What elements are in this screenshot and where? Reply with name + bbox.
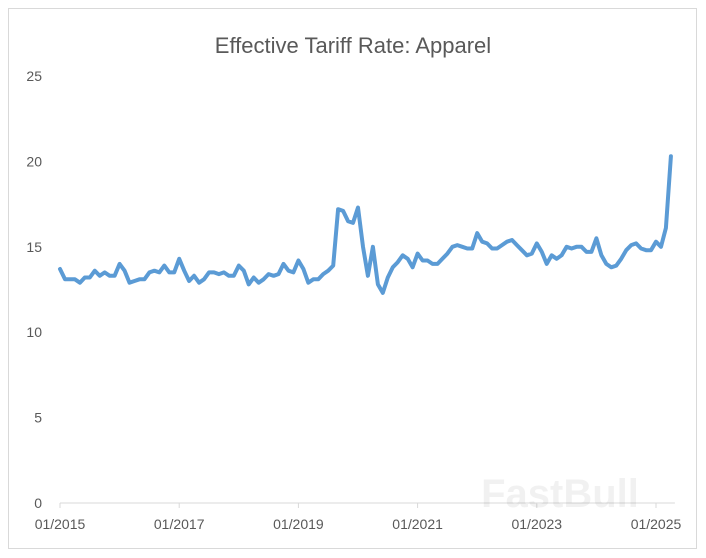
y-tick-label: 0 <box>34 495 42 511</box>
y-tick-label: 5 <box>34 410 42 426</box>
chart-frame <box>8 8 697 549</box>
chart-title: Effective Tariff Rate: Apparel <box>215 33 491 58</box>
y-tick-label: 20 <box>26 153 42 169</box>
x-tick-label: 01/2023 <box>511 516 562 532</box>
x-tick-label: 01/2015 <box>35 516 86 532</box>
x-tick-label: 01/2017 <box>154 516 205 532</box>
x-tick-label: 01/2019 <box>273 516 324 532</box>
watermark-logo: FastBull <box>481 472 639 516</box>
y-tick-label: 25 <box>26 68 42 84</box>
x-tick-label: 01/2025 <box>631 516 682 532</box>
x-tick-label: 01/2021 <box>392 516 443 532</box>
y-tick-label: 10 <box>26 324 42 340</box>
y-tick-label: 15 <box>26 239 42 255</box>
series-line <box>58 154 673 295</box>
